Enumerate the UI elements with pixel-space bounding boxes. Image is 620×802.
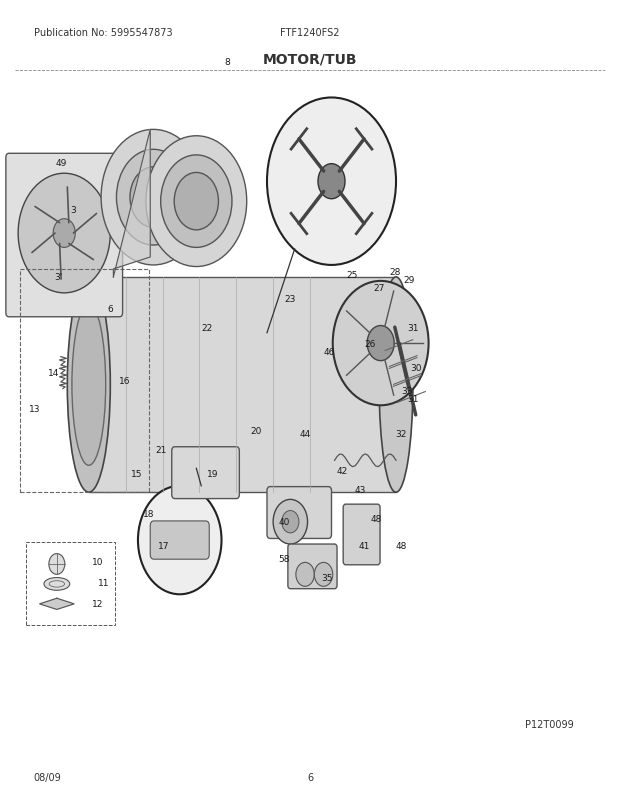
Circle shape [101,130,206,265]
Text: 18: 18 [143,509,155,519]
Text: 42: 42 [336,467,348,476]
Ellipse shape [379,277,413,492]
Text: 40: 40 [278,517,290,527]
Text: 19: 19 [207,470,219,479]
Circle shape [53,220,75,248]
Text: 58: 58 [278,554,290,563]
Circle shape [130,168,177,229]
Text: 29: 29 [404,275,415,285]
Text: 48: 48 [396,541,407,550]
Text: 8: 8 [224,58,230,67]
FancyBboxPatch shape [288,545,337,589]
Text: 27: 27 [373,283,384,293]
Ellipse shape [44,577,70,590]
Text: 35: 35 [321,573,333,582]
Circle shape [18,174,110,294]
Circle shape [296,563,314,586]
Text: 22: 22 [201,323,213,332]
Text: 48: 48 [371,514,382,524]
Circle shape [138,486,221,594]
Text: 08/09: 08/09 [33,772,61,782]
Text: 33: 33 [401,387,413,396]
Text: 10: 10 [92,557,104,566]
Text: MOTOR/TUB: MOTOR/TUB [263,52,357,66]
Text: 26: 26 [365,339,376,348]
Text: FTF1240FS2: FTF1240FS2 [280,28,340,38]
Polygon shape [40,598,74,610]
Text: 46: 46 [324,347,335,356]
Circle shape [174,173,218,230]
Text: 49: 49 [55,159,67,168]
Ellipse shape [68,277,110,492]
Text: P12T0099: P12T0099 [526,719,574,729]
Text: 6: 6 [107,305,113,314]
Text: 3: 3 [71,205,76,214]
Circle shape [273,500,308,545]
Text: 31: 31 [407,395,419,404]
Text: 14: 14 [48,369,59,378]
Circle shape [318,164,345,200]
Text: 23: 23 [285,294,296,303]
Circle shape [314,563,333,586]
Text: 15: 15 [131,470,143,479]
Text: 6: 6 [307,772,313,782]
Circle shape [49,554,65,574]
FancyBboxPatch shape [6,154,123,318]
Text: 17: 17 [158,541,169,550]
Text: 13: 13 [29,404,40,414]
Text: 28: 28 [389,268,401,277]
FancyBboxPatch shape [150,521,209,560]
Text: 44: 44 [299,430,311,439]
Ellipse shape [72,305,105,466]
Text: Publication No: 5995547873: Publication No: 5995547873 [33,28,172,38]
Bar [26,542,115,626]
Circle shape [333,282,428,406]
FancyBboxPatch shape [343,504,380,565]
Text: 20: 20 [250,427,262,435]
Text: 11: 11 [99,578,110,587]
Bar [89,277,396,492]
Text: 3': 3' [54,273,62,282]
Circle shape [146,136,247,267]
Polygon shape [113,130,150,277]
Circle shape [161,156,232,248]
Text: 32: 32 [396,430,407,439]
Bar [20,269,149,492]
Text: 12: 12 [92,600,104,609]
Text: 25: 25 [346,270,358,280]
Text: 21: 21 [156,446,167,455]
Text: 43: 43 [355,486,366,495]
Circle shape [367,326,394,361]
Text: 16: 16 [118,377,130,386]
Circle shape [117,150,190,245]
Text: 41: 41 [358,541,370,550]
FancyBboxPatch shape [267,487,332,539]
Circle shape [267,99,396,265]
Text: 31: 31 [407,323,419,332]
Text: 30: 30 [410,363,422,372]
Circle shape [281,511,299,533]
FancyBboxPatch shape [172,448,239,499]
